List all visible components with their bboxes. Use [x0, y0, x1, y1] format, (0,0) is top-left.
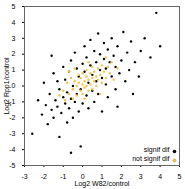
svg-text:Log2 Rpp1/control: Log2 Rpp1/control: [3, 57, 11, 115]
svg-text:0: 0: [12, 82, 16, 89]
svg-text:-5: -5: [9, 162, 15, 169]
svg-text:signif dif: signif dif: [144, 146, 170, 154]
svg-text:4: 4: [158, 173, 162, 180]
svg-text:-2: -2: [41, 173, 47, 180]
svg-text:1: 1: [100, 173, 104, 181]
svg-text:-4: -4: [9, 146, 15, 153]
svg-text:2: 2: [119, 173, 124, 181]
svg-text:-1: -1: [60, 173, 66, 180]
svg-text:0: 0: [80, 173, 85, 181]
svg-text:-3: -3: [9, 130, 15, 137]
svg-text:3: 3: [139, 173, 143, 180]
svg-text:5: 5: [178, 173, 182, 180]
svg-text:-1: -1: [9, 98, 16, 106]
svg-text:4: 4: [12, 19, 16, 26]
svg-text:not signif dif: not signif dif: [132, 155, 169, 163]
svg-text:5: 5: [12, 3, 16, 10]
svg-text:3: 3: [12, 35, 16, 42]
svg-text:-3: -3: [21, 173, 27, 180]
svg-text:-2: -2: [9, 114, 16, 121]
svg-text:Log2 W82/control: Log2 W82/control: [75, 180, 130, 188]
svg-text:1: 1: [12, 66, 16, 73]
svg-text:2: 2: [12, 50, 16, 57]
